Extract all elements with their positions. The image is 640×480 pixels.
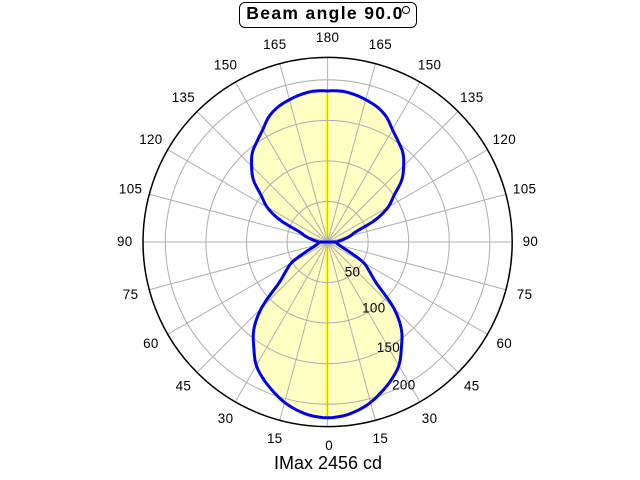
svg-text:15: 15 (373, 431, 389, 446)
svg-text:30: 30 (218, 411, 234, 426)
svg-text:120: 120 (139, 132, 162, 147)
svg-text:200: 200 (392, 378, 415, 393)
svg-text:60: 60 (496, 336, 512, 351)
svg-text:165: 165 (369, 37, 392, 52)
svg-text:105: 105 (513, 181, 536, 196)
svg-text:0: 0 (325, 438, 333, 453)
svg-text:60: 60 (143, 336, 159, 351)
svg-text:165: 165 (263, 37, 286, 52)
svg-text:150: 150 (214, 57, 237, 72)
svg-text:120: 120 (493, 132, 516, 147)
svg-text:150: 150 (418, 57, 441, 72)
svg-text:105: 105 (119, 181, 142, 196)
svg-text:75: 75 (123, 287, 139, 302)
svg-text:30: 30 (422, 411, 438, 426)
svg-text:75: 75 (517, 287, 533, 302)
svg-text:135: 135 (172, 90, 195, 105)
svg-text:90: 90 (523, 234, 539, 249)
svg-text:150: 150 (377, 340, 400, 355)
svg-text:135: 135 (460, 90, 483, 105)
svg-text:100: 100 (362, 301, 385, 316)
svg-text:45: 45 (464, 378, 480, 393)
svg-text:90: 90 (117, 234, 133, 249)
svg-text:180: 180 (316, 30, 339, 45)
svg-text:50: 50 (345, 264, 361, 279)
svg-text:45: 45 (176, 378, 192, 393)
svg-text:15: 15 (267, 431, 283, 446)
